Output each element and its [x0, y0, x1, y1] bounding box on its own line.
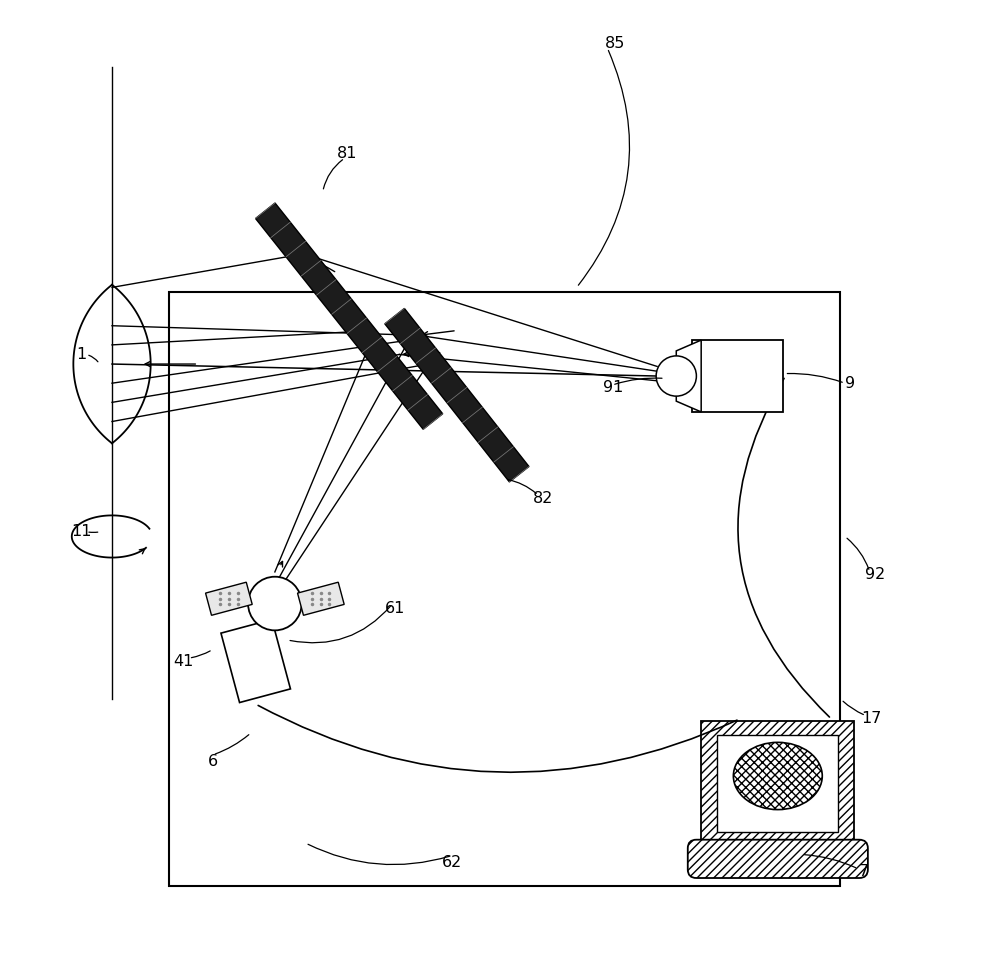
Text: 82: 82: [533, 490, 553, 506]
Text: 6: 6: [208, 754, 218, 769]
FancyArrowPatch shape: [615, 378, 662, 384]
Text: 41: 41: [174, 653, 194, 669]
Text: 61: 61: [384, 601, 405, 616]
FancyArrowPatch shape: [258, 705, 737, 772]
Polygon shape: [221, 620, 290, 702]
Ellipse shape: [733, 742, 822, 810]
FancyArrowPatch shape: [89, 355, 98, 362]
Text: 7: 7: [859, 864, 869, 879]
FancyArrowPatch shape: [508, 480, 536, 493]
Text: 81: 81: [336, 146, 357, 161]
Bar: [717, 736, 838, 832]
FancyArrowPatch shape: [290, 605, 391, 643]
Bar: [692, 340, 783, 412]
Circle shape: [248, 577, 302, 630]
Text: 17: 17: [862, 711, 882, 726]
FancyArrowPatch shape: [847, 538, 869, 569]
Polygon shape: [298, 582, 344, 615]
FancyArrowPatch shape: [738, 378, 829, 717]
Text: 91: 91: [603, 380, 623, 396]
FancyArrowPatch shape: [805, 855, 856, 868]
FancyArrowPatch shape: [191, 650, 210, 658]
FancyArrowPatch shape: [578, 51, 630, 285]
Bar: [169, 292, 840, 886]
Polygon shape: [385, 308, 529, 482]
Polygon shape: [676, 340, 701, 412]
Bar: [701, 720, 854, 851]
Polygon shape: [256, 203, 443, 429]
Text: 85: 85: [605, 35, 625, 51]
FancyArrowPatch shape: [787, 374, 842, 382]
FancyArrowPatch shape: [323, 160, 343, 189]
FancyBboxPatch shape: [688, 839, 868, 878]
Text: 9: 9: [845, 376, 855, 391]
FancyArrowPatch shape: [843, 701, 863, 715]
Text: 92: 92: [865, 567, 886, 582]
FancyArrowPatch shape: [308, 844, 449, 864]
Text: 1: 1: [76, 347, 86, 362]
FancyArrowPatch shape: [215, 735, 249, 754]
Text: 11: 11: [71, 524, 92, 539]
Polygon shape: [206, 582, 252, 615]
Text: 62: 62: [442, 855, 462, 870]
Circle shape: [656, 356, 696, 397]
